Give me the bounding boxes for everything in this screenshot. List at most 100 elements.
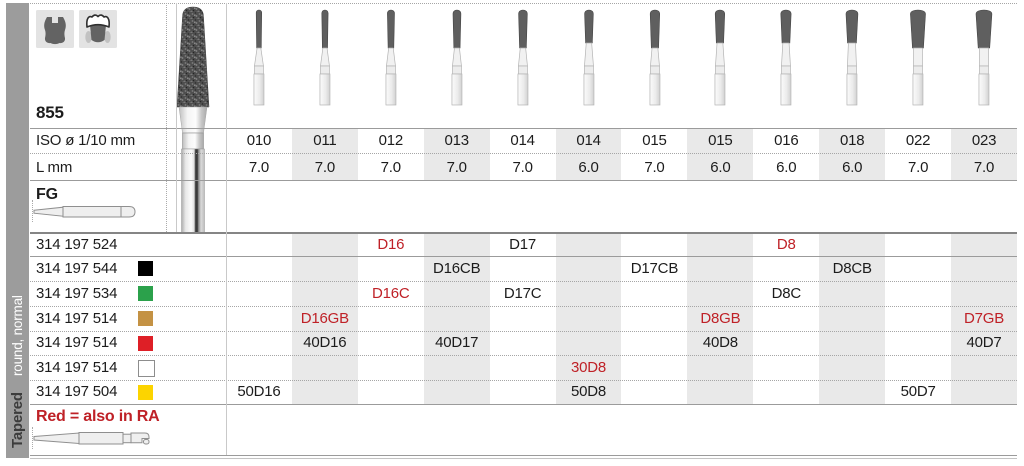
order-number: 314 197 514: [36, 310, 118, 327]
length-value: 7.0: [314, 159, 335, 176]
bur-image: [451, 9, 463, 106]
iso-value: 015: [708, 132, 733, 149]
divider: [30, 281, 1017, 282]
length-guide-line: [32, 200, 33, 222]
product-code-cell: D17: [509, 236, 537, 253]
column-shade: [951, 128, 1017, 180]
divider: [30, 3, 1017, 4]
divider: [30, 180, 1017, 181]
iso-value: 014: [510, 132, 535, 149]
iso-value: 013: [444, 132, 469, 149]
divider: [30, 455, 1017, 456]
length-value: 7.0: [380, 159, 401, 176]
iso-value: 010: [246, 132, 272, 149]
product-code-cell: D7GB: [964, 310, 1005, 327]
column-shade: [555, 128, 622, 180]
divider: [176, 3, 177, 232]
ra-bur-profile-icon: [33, 432, 150, 445]
divider: [30, 331, 1017, 332]
column-shade: [819, 233, 886, 404]
grit-color-swatch: [138, 384, 153, 400]
catalog-content: 855 ISO ø 1/10 mm L mm FG Red = also in …: [30, 0, 1017, 466]
column-shade: [819, 128, 886, 180]
product-code-cell: D16: [377, 236, 405, 253]
category-sidebar-text: Tapered round, normal: [6, 3, 29, 458]
divider: [30, 153, 1017, 154]
column-shade: [687, 128, 754, 180]
bur-image: [649, 9, 660, 106]
order-number: 314 197 544: [36, 260, 118, 277]
iso-value: 016: [774, 132, 799, 149]
product-code-cell: 40D7: [966, 334, 1002, 351]
grit-color-swatch: [138, 335, 153, 351]
divider: [226, 3, 227, 455]
subcategory-label: round, normal: [10, 295, 25, 377]
product-code-cell: D8C: [771, 285, 802, 302]
grit-color-swatch: [138, 286, 153, 301]
order-number: 314 197 514: [36, 359, 118, 376]
bur-image: [517, 9, 528, 106]
bur-image: [715, 9, 726, 106]
ra-note: Red = also in RA: [36, 408, 160, 425]
divider: [166, 3, 167, 232]
divider: [30, 306, 1017, 307]
column-shade: [291, 128, 358, 180]
product-row: 314 197 514 30D8: [30, 355, 1017, 380]
product-code-cell: 50D7: [900, 383, 936, 400]
product-row: 314 197 514 D16GB D8GB D7GB: [30, 306, 1017, 331]
product-code-cell: 40D17: [435, 334, 479, 351]
order-number: 314 197 504: [36, 383, 118, 400]
product-row: 314 197 514 40D16 40D17 40D8 40D7: [30, 331, 1017, 355]
bur-image: [385, 9, 397, 106]
product-code-cell: 40D16: [303, 334, 347, 351]
length-value: 7.0: [512, 159, 533, 176]
divider: [30, 404, 1017, 405]
bur-photo-855: [176, 6, 210, 233]
length-value: 7.0: [973, 159, 995, 176]
category-sidebar: Tapered round, normal: [6, 3, 29, 458]
column-shade: [423, 233, 490, 404]
product-code-cell: D8CB: [832, 260, 872, 277]
product-code-cell: D8GB: [700, 310, 741, 327]
iso-value: 014: [576, 132, 601, 149]
product-code-cell: 50D8: [571, 383, 607, 400]
iso-value: 018: [839, 132, 865, 149]
bur-image: [780, 9, 792, 106]
column-shade: [291, 233, 358, 404]
bur-image: [583, 9, 594, 106]
product-code-cell: D16CB: [433, 260, 481, 277]
divider: [30, 458, 1017, 459]
divider: [30, 232, 1017, 234]
bur-image: [319, 9, 331, 106]
length-value: 7.0: [248, 159, 270, 176]
iso-value: 011: [313, 132, 337, 149]
fg-bur-profile-icon: [33, 206, 136, 218]
iso-value: 012: [378, 132, 404, 149]
bur-image: [253, 9, 265, 106]
length-value: 7.0: [446, 159, 467, 176]
bur-image: [845, 9, 859, 106]
product-code-cell: D16GB: [300, 310, 349, 327]
divider: [30, 128, 1017, 129]
column-shade: [423, 128, 490, 180]
product-code-cell: 30D8: [571, 359, 607, 376]
grit-color-swatch: [138, 261, 153, 276]
divider: [30, 256, 1017, 257]
grit-color-swatch: [138, 360, 155, 377]
order-number: 314 197 514: [36, 334, 118, 351]
iso-value: 022: [905, 132, 931, 149]
column-shade: [555, 233, 622, 404]
product-code-cell: D17CB: [630, 260, 679, 277]
shank-type-label: FG: [36, 186, 58, 203]
column-shade: [951, 233, 1017, 404]
bur-image: [975, 9, 993, 106]
column-shade: [687, 233, 754, 404]
length-value: 7.0: [907, 159, 929, 176]
product-row: 314 197 544 D16CB D17CB D8CB: [30, 256, 1017, 281]
length-value: 6.0: [842, 159, 863, 176]
length-guide-line: [32, 427, 33, 449]
product-code-cell: D8: [776, 236, 796, 253]
figure-number: 855: [36, 103, 64, 122]
grit-color-swatch: [138, 311, 153, 326]
product-code-cell: D17C: [503, 285, 542, 302]
